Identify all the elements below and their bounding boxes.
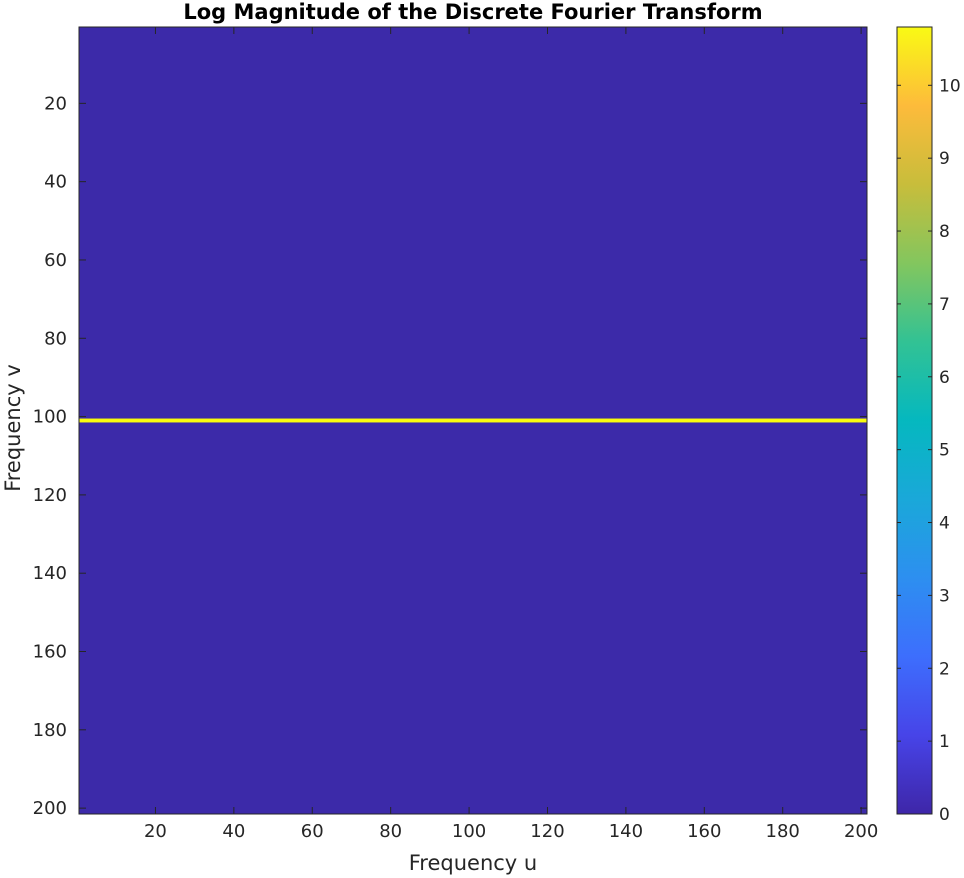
colorbar-tick-label: 7 [939,295,950,315]
y-tick-label: 160 [33,642,67,663]
colorbar-tick-label: 9 [939,149,950,169]
x-tick-label: 160 [687,821,721,842]
y-ticks: 20 40 60 80 100 120 140 160 180 200 [33,93,867,819]
x-tick-label: 80 [379,821,402,842]
colorbar-ticks: 0 1 2 3 4 5 6 7 8 9 10 [897,76,961,825]
colorbar-tick-label: 0 [939,805,950,825]
x-tick-label: 120 [530,821,564,842]
colorbar-tick-label: 2 [939,659,950,679]
x-ticks: 20 40 60 80 100 120 140 160 180 200 [144,27,878,842]
y-tick-label: 180 [33,720,67,741]
y-tick-label: 20 [44,93,67,114]
colorbar-tick-label: 1 [939,732,950,752]
heatmap-axes: 20 40 60 80 100 120 140 160 180 200 20 40 60 80 100 12… [33,26,878,842]
heatmap-row-101 [79,418,867,423]
x-tick-label: 20 [144,821,167,842]
colorbar-tick-label: 8 [939,222,950,242]
x-axis-label: Frequency u [409,851,537,875]
heatmap-rows [79,418,867,423]
x-tick-label: 180 [766,821,800,842]
axes-box [78,26,868,815]
colorbar-tick-label: 10 [939,76,961,96]
y-tick-label: 80 [44,328,67,349]
y-tick-label: 200 [33,798,67,819]
colorbar-tick-label: 4 [939,514,950,534]
y-tick-label: 140 [33,563,67,584]
x-tick-label: 100 [452,821,486,842]
y-tick-label: 120 [33,485,67,506]
colorbar-box [896,26,933,815]
colorbar-tick-label: 3 [939,586,950,606]
colorbar-tick-label: 5 [939,441,950,461]
x-tick-label: 200 [844,821,878,842]
chart-title: Log Magnitude of the Discrete Fourier Tr… [183,0,762,24]
colorbar-gradient [897,27,932,814]
y-tick-label: 40 [44,172,67,193]
colorbar-tick-label: 6 [939,368,950,388]
y-tick-label: 60 [44,250,67,271]
y-axis-label: Frequency v [1,364,25,492]
x-tick-label: 60 [301,821,324,842]
y-tick-label: 100 [33,407,67,428]
x-tick-label: 140 [609,821,643,842]
x-tick-label: 40 [222,821,245,842]
colorbar: 0 1 2 3 4 5 6 7 8 9 10 [896,26,961,825]
